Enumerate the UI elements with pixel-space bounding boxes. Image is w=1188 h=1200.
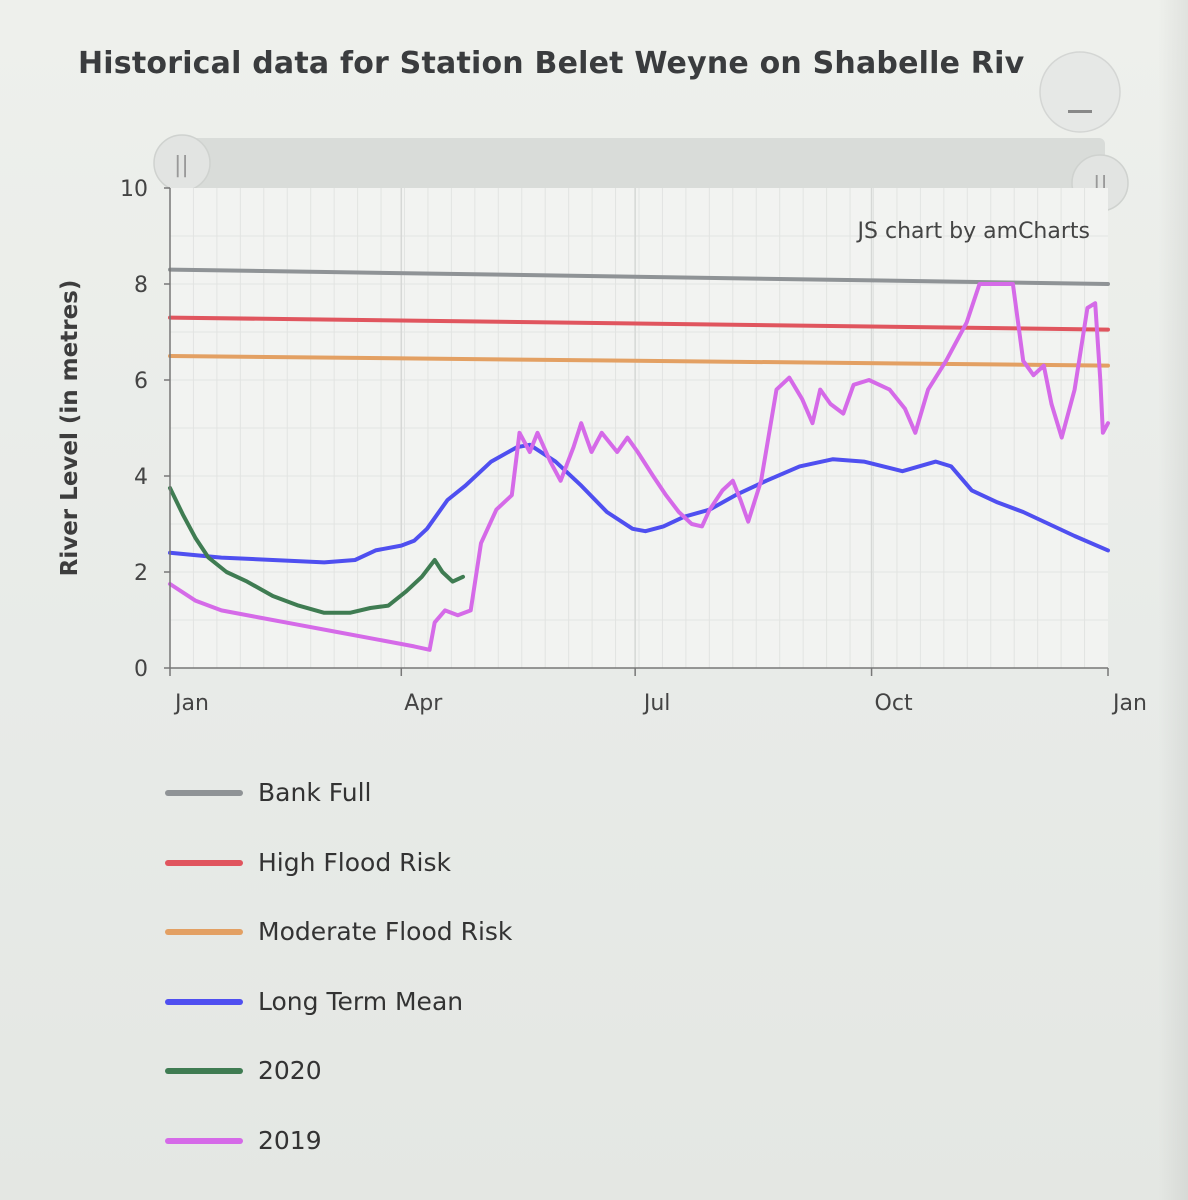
x-tick-label: Oct <box>875 691 913 716</box>
y-tick-label: 6 <box>134 369 148 394</box>
legend-item-high-flood-risk[interactable]: High Flood Risk <box>165 840 512 910</box>
grip-left-icon: || <box>174 153 189 178</box>
legend-label: High Flood Risk <box>258 840 451 886</box>
legend-label: 2020 <box>258 1048 322 1094</box>
y-axis-title: River Level (in metres) <box>57 280 83 577</box>
x-tick-label: Jul <box>642 691 671 716</box>
legend-swatch <box>165 929 243 935</box>
zoom-out-button[interactable] <box>1040 52 1120 132</box>
legend-swatch <box>165 1068 243 1074</box>
x-tick-label: Jan <box>173 691 209 716</box>
y-tick-label: 10 <box>120 177 148 202</box>
legend-item-2020[interactable]: 2020 <box>165 1048 512 1118</box>
legend: Bank Full High Flood Risk Moderate Flood R… <box>165 770 512 1188</box>
y-tick-label: 4 <box>134 465 148 490</box>
legend-swatch <box>165 1138 243 1144</box>
x-tick-label: Jan <box>1111 691 1147 716</box>
legend-label: Bank Full <box>258 770 372 816</box>
grid <box>170 188 1108 668</box>
zoom-out-icon <box>1068 110 1092 113</box>
y-tick-label: 2 <box>134 561 148 586</box>
legend-swatch <box>165 860 243 866</box>
scrollbar-track[interactable] <box>165 138 1105 188</box>
legend-label: 2019 <box>258 1118 322 1164</box>
legend-swatch <box>165 999 243 1005</box>
screen-edge-shadow <box>1158 0 1188 1200</box>
legend-label: Moderate Flood Risk <box>258 909 512 955</box>
legend-item-2019[interactable]: 2019 <box>165 1118 512 1188</box>
legend-item-moderate-flood-risk[interactable]: Moderate Flood Risk <box>165 909 512 979</box>
y-tick-label: 8 <box>134 273 148 298</box>
y-tick-label: 0 <box>134 657 148 682</box>
x-axis-ticks: Jan Apr Jul Oct Jan <box>170 668 1147 716</box>
x-tick-label: Apr <box>404 691 443 716</box>
chart-credit[interactable]: JS chart by amCharts <box>856 219 1090 244</box>
y-axis-ticks: 0 2 4 6 8 10 <box>120 177 170 682</box>
legend-label: Long Term Mean <box>258 979 463 1025</box>
legend-item-bank-full[interactable]: Bank Full <box>165 770 512 840</box>
legend-item-long-term-mean[interactable]: Long Term Mean <box>165 979 512 1049</box>
legend-swatch <box>165 790 243 796</box>
